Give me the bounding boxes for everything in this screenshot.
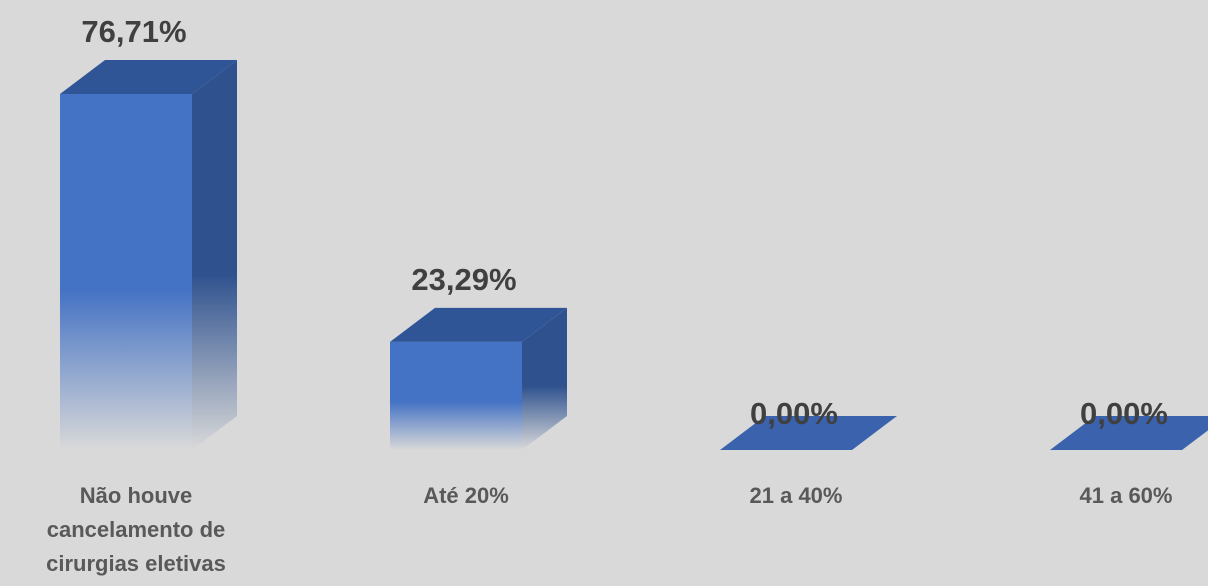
value-label: 0,00% — [750, 396, 838, 431]
value-label: 76,71% — [81, 14, 186, 49]
bar-top — [60, 60, 237, 94]
bar-top — [1050, 416, 1208, 450]
bar-front — [60, 94, 192, 450]
category-label: 41 a 60% — [1080, 483, 1173, 508]
value-label: 0,00% — [1080, 396, 1168, 431]
bar-top — [390, 307, 567, 342]
category-label: 21 a 40% — [750, 483, 843, 508]
bar — [1050, 416, 1208, 450]
bar — [60, 60, 237, 450]
category-label: Não houve cancelamento de cirurgias eletiv… — [46, 483, 226, 576]
bar-top — [720, 416, 897, 450]
bar — [720, 416, 897, 450]
bar-side — [522, 307, 567, 450]
value-label: 23,29% — [411, 262, 516, 297]
category-label: Até 20% — [423, 483, 509, 508]
bar — [390, 307, 567, 450]
bar-side — [192, 60, 237, 450]
bar-front — [390, 341, 522, 450]
